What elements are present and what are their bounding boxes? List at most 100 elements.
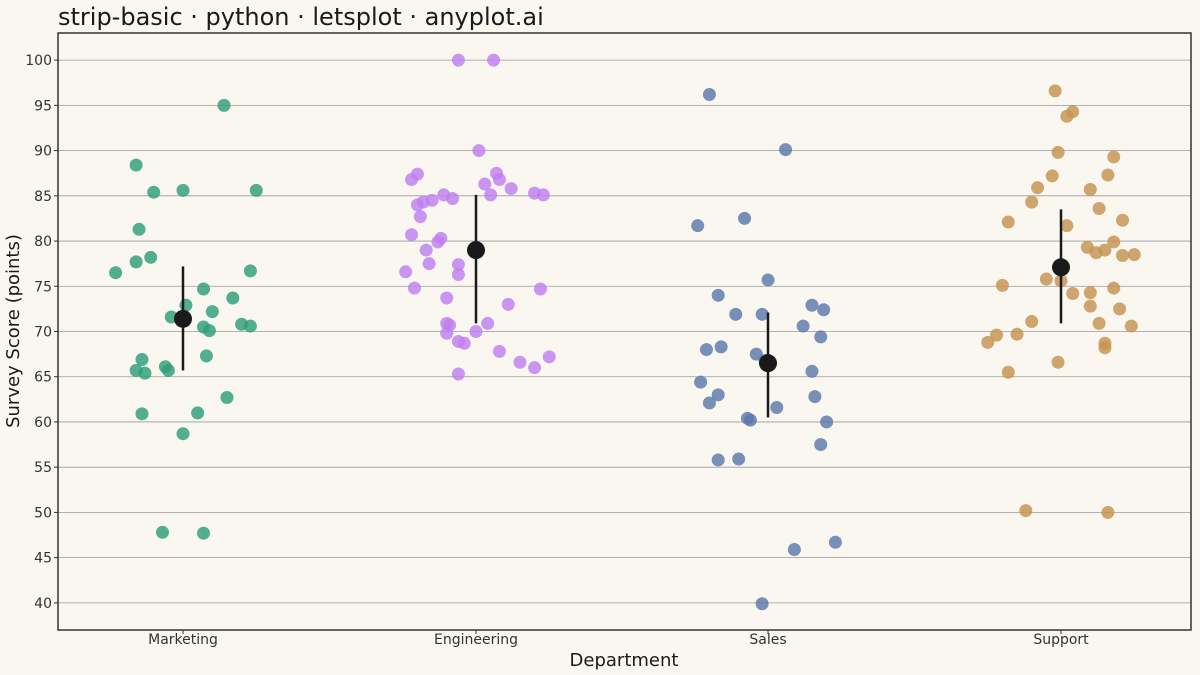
x-axis: Marketing Engineering Sales Support <box>148 630 1089 648</box>
data-point <box>487 53 501 67</box>
data-point <box>481 316 495 330</box>
data-point <box>528 361 542 375</box>
data-point <box>205 305 219 319</box>
data-point <box>533 282 547 296</box>
y-axis-title: Survey Score (points) <box>3 234 24 428</box>
data-point <box>702 88 716 102</box>
y-tick-label: 90 <box>34 144 52 160</box>
x-tick-label-sales: Sales <box>749 632 786 648</box>
data-point <box>1039 272 1053 286</box>
data-point <box>828 535 842 549</box>
data-point <box>796 319 810 333</box>
data-point <box>1060 219 1074 233</box>
data-point <box>492 344 506 358</box>
data-point <box>501 297 515 311</box>
data-point <box>434 231 448 245</box>
data-point <box>129 255 143 269</box>
data-point <box>451 367 465 381</box>
data-point <box>513 355 527 369</box>
data-point <box>805 298 819 312</box>
data-point <box>1092 201 1106 215</box>
data-point <box>457 336 471 350</box>
data-point <box>220 391 234 405</box>
data-point <box>1025 195 1039 209</box>
data-point <box>249 183 263 197</box>
data-point <box>440 326 454 340</box>
data-point <box>1113 302 1127 316</box>
x-tick-label-marketing: Marketing <box>148 632 218 648</box>
data-point <box>787 542 801 556</box>
y-tick-label: 65 <box>34 370 52 386</box>
mean-summaries <box>174 194 1070 418</box>
data-points <box>109 53 1141 611</box>
data-point <box>410 167 424 181</box>
data-point <box>147 185 161 199</box>
y-tick-label: 55 <box>34 460 52 476</box>
data-point <box>1083 299 1097 313</box>
mean-marker-marketing <box>174 309 192 328</box>
data-point <box>176 427 190 441</box>
mean-marker-support <box>1052 258 1070 277</box>
data-point <box>217 98 231 112</box>
data-point <box>711 453 725 467</box>
y-tick-label: 95 <box>34 98 52 114</box>
y-tick-label: 50 <box>34 505 52 521</box>
data-point <box>451 53 465 67</box>
data-point <box>755 597 769 611</box>
data-point <box>694 375 708 389</box>
data-point <box>761 273 775 287</box>
data-point <box>405 228 419 242</box>
data-point <box>243 264 257 278</box>
x-tick-label-support: Support <box>1033 632 1089 648</box>
data-point <box>179 298 193 312</box>
data-point <box>814 330 828 344</box>
x-tick-label-engineering: Engineering <box>434 632 518 648</box>
data-point <box>1051 355 1065 369</box>
y-tick-label: 75 <box>34 279 52 295</box>
data-point <box>478 177 492 191</box>
data-point <box>1101 168 1115 182</box>
data-point <box>691 219 705 233</box>
data-point <box>755 307 769 321</box>
data-point <box>743 413 757 427</box>
data-point <box>805 364 819 378</box>
y-axis: 40 45 50 55 60 65 70 75 80 85 90 95 100 <box>25 53 58 612</box>
data-point <box>132 222 146 236</box>
data-point <box>1045 169 1059 183</box>
data-point <box>243 319 257 333</box>
data-point <box>191 406 205 420</box>
data-point <box>202 324 216 338</box>
data-point <box>699 343 713 357</box>
data-point <box>732 452 746 466</box>
data-point <box>1083 286 1097 300</box>
data-point <box>492 173 506 187</box>
data-point <box>176 183 190 197</box>
data-point <box>1060 109 1074 123</box>
data-point <box>1031 181 1045 195</box>
data-point <box>1048 84 1062 98</box>
y-tick-label: 100 <box>25 53 52 69</box>
data-point <box>711 388 725 402</box>
data-point <box>820 415 834 429</box>
data-point <box>1001 215 1015 229</box>
data-point <box>129 158 143 172</box>
series-engineering <box>399 53 556 381</box>
data-point <box>714 340 728 354</box>
data-point <box>425 193 439 207</box>
data-point <box>995 278 1009 292</box>
data-point <box>451 258 465 272</box>
data-point <box>109 266 123 280</box>
data-point <box>161 363 175 377</box>
mean-marker-sales <box>759 354 777 373</box>
data-point <box>155 525 169 539</box>
data-point <box>1001 365 1015 379</box>
data-point <box>472 144 486 158</box>
data-point <box>1107 150 1121 164</box>
data-point <box>1051 145 1065 159</box>
data-point <box>1116 213 1130 227</box>
data-point <box>1098 341 1112 355</box>
data-point <box>422 257 436 271</box>
data-point <box>817 303 831 317</box>
data-point <box>1019 504 1033 518</box>
